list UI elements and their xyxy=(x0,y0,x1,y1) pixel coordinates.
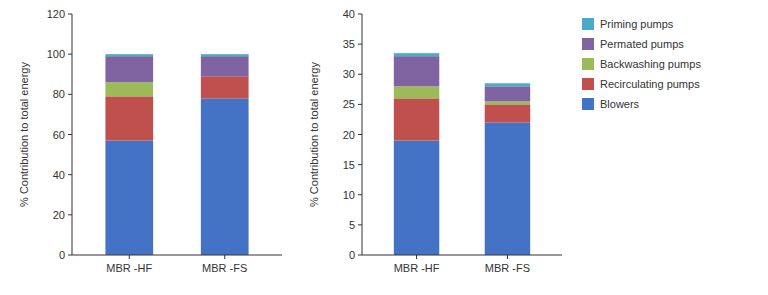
y-tick xyxy=(358,44,362,45)
bar-segment xyxy=(201,76,249,98)
y-tick-label: 60 xyxy=(53,129,65,141)
bar-segment xyxy=(394,98,439,140)
y-tick-label: 15 xyxy=(343,159,355,171)
y-tick-label: 0 xyxy=(59,249,65,261)
bar-segment xyxy=(485,101,530,104)
y-tick xyxy=(68,214,72,215)
y-tick-label: 35 xyxy=(343,38,355,50)
legend-label: Backwashing pumps xyxy=(600,58,701,70)
y-tick xyxy=(358,134,362,135)
x-tick-label: MBR -HF xyxy=(394,262,440,274)
bar-segment xyxy=(105,82,153,96)
bar-segment xyxy=(105,141,153,255)
bar-segment xyxy=(485,104,530,122)
x-tick xyxy=(129,255,130,259)
x-tick xyxy=(224,255,225,259)
y-tick xyxy=(358,104,362,105)
y-tick-label: 40 xyxy=(53,169,65,181)
bar-segment xyxy=(201,98,249,255)
legend: Priming pumps Permated pumps Backwashing p… xyxy=(582,18,701,110)
y-tick-label: 30 xyxy=(343,68,355,80)
y-tick xyxy=(68,94,72,95)
y-tick-label: 10 xyxy=(343,189,355,201)
y-tick-label: 5 xyxy=(349,219,355,231)
y-tick xyxy=(68,174,72,175)
legend-label: Recirculating pumps xyxy=(600,78,700,90)
y-tick-label: 20 xyxy=(343,129,355,141)
bar-segment xyxy=(394,56,439,86)
bar-segment xyxy=(105,54,153,56)
bar-segment xyxy=(201,56,249,76)
bar-segment xyxy=(105,56,153,82)
y-tick xyxy=(358,164,362,165)
x-axis-line xyxy=(72,255,282,256)
x-tick xyxy=(507,255,508,259)
y-tick xyxy=(68,54,72,55)
panel: 0 20 40 60 80 100 120 MBR -HF MBR -FS % Contribut… xyxy=(18,8,282,274)
bars xyxy=(105,54,248,255)
y-tick xyxy=(358,224,362,225)
y-tick xyxy=(68,134,72,135)
y-tick-label: 120 xyxy=(47,8,65,20)
legend-swatch xyxy=(582,78,594,90)
legend-label: Priming pumps xyxy=(600,18,674,30)
y-tick-label: 25 xyxy=(343,98,355,110)
legend-swatch xyxy=(582,98,594,110)
bar-segment xyxy=(394,53,439,56)
y-tick-label: 40 xyxy=(343,8,355,20)
bars xyxy=(394,53,530,255)
x-tick-label: MBR -HF xyxy=(106,262,152,274)
bar-segment xyxy=(201,54,249,56)
bar-segment xyxy=(485,83,530,86)
x-tick-label: MBR -FS xyxy=(202,262,247,274)
bar-segment xyxy=(394,86,439,98)
y-axis-label: % Contribution to total energy xyxy=(18,62,30,207)
y-tick xyxy=(358,194,362,195)
y-tick-label: 20 xyxy=(53,209,65,221)
y-tick xyxy=(68,255,72,256)
y-tick xyxy=(68,14,72,15)
bar-segment xyxy=(394,141,439,255)
chart-root: 020406080100120MBR -HFMBR -FS% Contribut… xyxy=(0,0,768,295)
x-axis-line xyxy=(362,255,562,256)
bar-segment xyxy=(105,96,153,140)
y-tick-label: 100 xyxy=(47,48,65,60)
legend-swatch xyxy=(582,38,594,50)
x-tick-label: MBR -FS xyxy=(485,262,530,274)
bar-segment xyxy=(485,122,530,255)
y-tick-label: 80 xyxy=(53,88,65,100)
legend-label: Blowers xyxy=(600,98,640,110)
legend-label: Permated pumps xyxy=(600,38,684,50)
x-tick xyxy=(416,255,417,259)
legend-swatch xyxy=(582,18,594,30)
y-tick-label: 0 xyxy=(349,249,355,261)
bar-segment xyxy=(485,86,530,101)
y-tick xyxy=(358,255,362,256)
panel: 0 5 10 15 20 25 30 35 40 MBR -HF MBR -FS % Contribu… xyxy=(308,8,562,274)
y-tick xyxy=(358,14,362,15)
legend-swatch xyxy=(582,58,594,70)
y-tick xyxy=(358,74,362,75)
y-axis-label: % Contribution to total energy xyxy=(308,62,320,207)
